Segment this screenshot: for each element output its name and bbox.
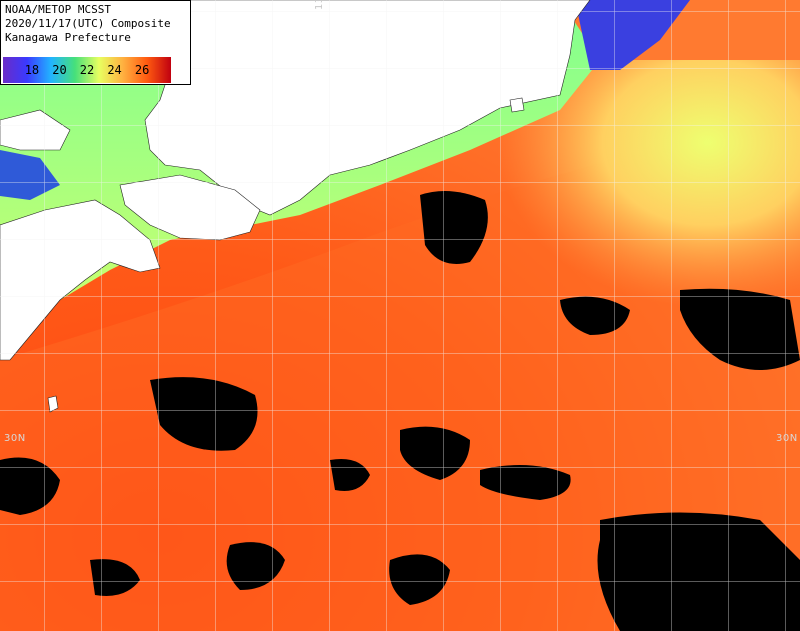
- legend-label: 22: [79, 63, 95, 77]
- legend-spacer: [3, 57, 18, 83]
- info-box: NOAA/METOP MCSST 2020/11/17(UTC) Composi…: [0, 0, 191, 85]
- legend-label: 26: [134, 63, 150, 77]
- date-line: 2020/11/17(UTC) Composite: [5, 17, 171, 30]
- lat-label-right: 30N: [776, 433, 798, 444]
- satellite-title: NOAA/METOP MCSST: [5, 3, 111, 16]
- legend-label: 20: [52, 63, 67, 77]
- lon-label-top: 135E: [314, 0, 325, 10]
- legend-label: 18: [24, 63, 40, 77]
- region-line: Kanagawa Prefecture: [5, 31, 131, 44]
- color-legend: 18 20 22 24 26: [3, 57, 171, 83]
- legend-spacer: [156, 57, 171, 83]
- lat-label-left: 30N: [4, 433, 26, 444]
- legend-label: 24: [107, 63, 122, 77]
